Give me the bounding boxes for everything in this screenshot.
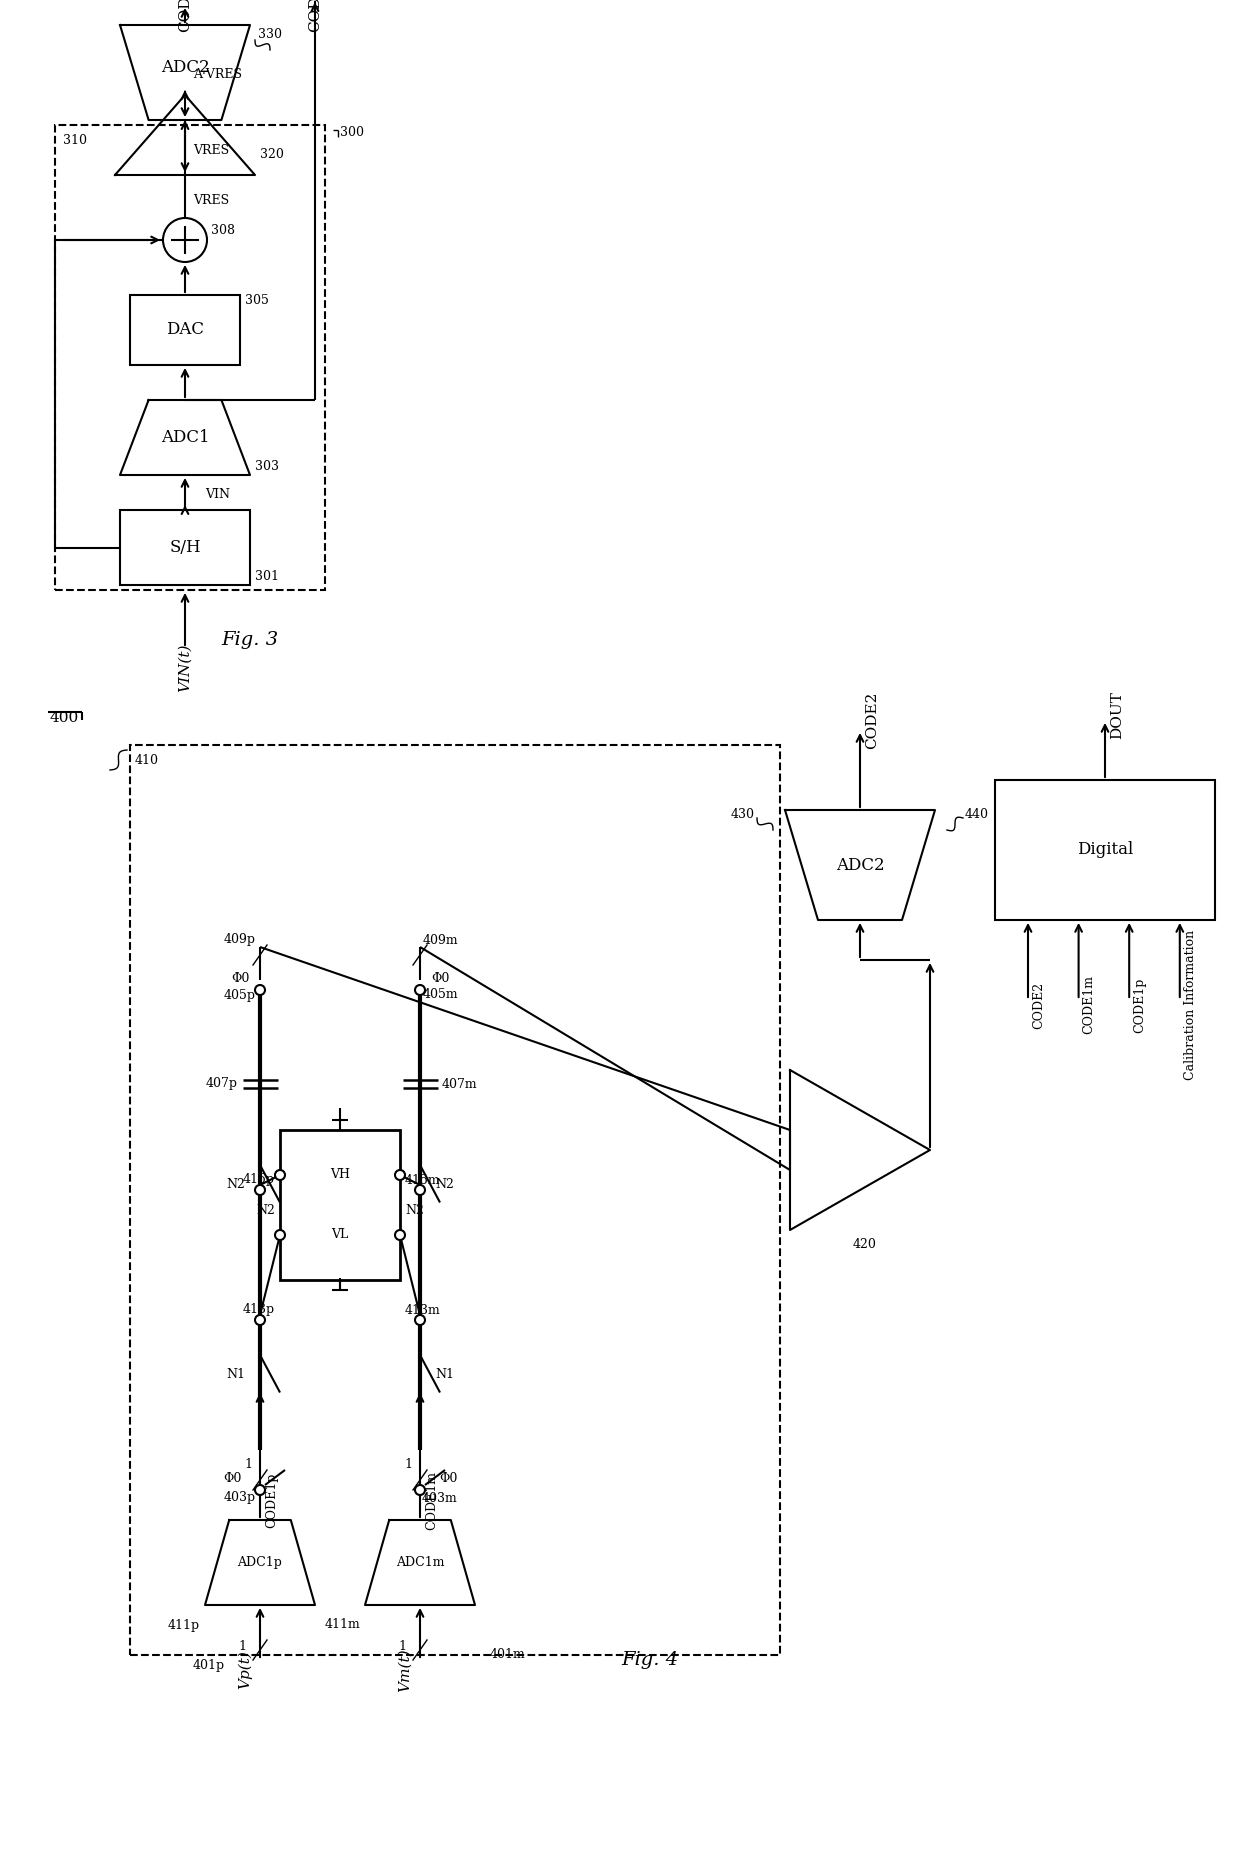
Text: Φ0: Φ0: [439, 1471, 458, 1484]
Bar: [994, 780, 1215, 919]
Circle shape: [255, 1185, 265, 1196]
Text: A·VRES: A·VRES: [193, 69, 242, 82]
Text: 415m: 415m: [405, 1174, 440, 1187]
Text: 410: 410: [135, 754, 159, 767]
Text: VRES: VRES: [193, 193, 229, 206]
Text: N1: N1: [435, 1369, 454, 1382]
Bar: [120, 511, 250, 585]
Circle shape: [255, 1315, 265, 1326]
Text: CODE2: CODE2: [179, 0, 192, 32]
Text: 409m: 409m: [422, 934, 458, 947]
Text: CODE1p: CODE1p: [265, 1473, 278, 1528]
Text: 300: 300: [340, 126, 365, 139]
Text: Vm(t): Vm(t): [398, 1649, 412, 1692]
Text: VIN(t): VIN(t): [179, 644, 192, 693]
Text: 405m: 405m: [422, 988, 458, 1001]
Text: CODE2: CODE2: [866, 691, 879, 748]
Text: DAC: DAC: [166, 321, 205, 338]
Text: Calibration Information: Calibration Information: [1184, 930, 1197, 1081]
Text: 420: 420: [853, 1239, 877, 1252]
Circle shape: [275, 1229, 285, 1240]
Text: CODE1m: CODE1m: [425, 1471, 438, 1530]
Text: 320: 320: [260, 149, 284, 162]
Text: ADC1m: ADC1m: [396, 1556, 444, 1569]
Text: 1: 1: [404, 1458, 412, 1471]
Text: N2: N2: [405, 1203, 424, 1216]
Circle shape: [162, 217, 207, 262]
Text: 413p: 413p: [243, 1304, 275, 1317]
Text: 1: 1: [244, 1458, 252, 1471]
Text: 308: 308: [211, 223, 236, 236]
Text: 330: 330: [258, 28, 281, 41]
Bar: [130, 295, 241, 366]
Circle shape: [396, 1229, 405, 1240]
Text: 401p: 401p: [193, 1658, 224, 1671]
Text: Vp(t): Vp(t): [238, 1651, 252, 1690]
Text: 310: 310: [63, 134, 87, 147]
Text: Φ0: Φ0: [223, 1471, 242, 1484]
Text: ADC2: ADC2: [836, 856, 884, 873]
Text: N2: N2: [435, 1179, 454, 1192]
Text: ADC1: ADC1: [161, 429, 210, 446]
Circle shape: [255, 984, 265, 995]
Text: 405p: 405p: [224, 988, 255, 1001]
Text: 407p: 407p: [206, 1077, 238, 1090]
Text: 430: 430: [732, 808, 755, 821]
Text: 409p: 409p: [224, 934, 255, 947]
Text: 1: 1: [238, 1640, 246, 1653]
Text: CODE1: CODE1: [308, 0, 322, 32]
Text: N1: N1: [226, 1369, 246, 1382]
Text: Φ0: Φ0: [430, 971, 449, 984]
Circle shape: [415, 1185, 425, 1196]
Text: 403p: 403p: [224, 1491, 257, 1504]
Text: 403m: 403m: [422, 1491, 458, 1504]
Text: CODE2: CODE2: [1032, 982, 1045, 1029]
Text: 415p: 415p: [243, 1174, 275, 1187]
Bar: [280, 1131, 401, 1279]
Text: VH: VH: [330, 1168, 350, 1181]
Text: 413m: 413m: [405, 1304, 440, 1317]
Text: VIN: VIN: [205, 488, 229, 501]
Circle shape: [415, 1315, 425, 1326]
Text: CODE1p: CODE1p: [1133, 977, 1146, 1032]
Text: S/H: S/H: [169, 539, 201, 555]
Circle shape: [275, 1170, 285, 1179]
Text: Digital: Digital: [1076, 841, 1133, 858]
Text: Φ0: Φ0: [231, 971, 249, 984]
Circle shape: [396, 1170, 405, 1179]
Text: N2: N2: [226, 1179, 246, 1192]
Text: DOUT: DOUT: [1110, 691, 1123, 739]
Text: VRES: VRES: [193, 143, 229, 156]
Text: Fig. 4: Fig. 4: [621, 1651, 678, 1669]
Text: 1: 1: [398, 1640, 405, 1653]
Bar: [55, 124, 325, 591]
Text: ADC2: ADC2: [161, 59, 210, 76]
Text: 400: 400: [50, 711, 79, 724]
Circle shape: [255, 1486, 265, 1495]
Text: 411p: 411p: [167, 1619, 200, 1632]
Bar: [130, 745, 780, 1655]
Text: 303: 303: [255, 461, 279, 474]
Circle shape: [415, 984, 425, 995]
Text: 440: 440: [965, 808, 990, 821]
Text: N2: N2: [257, 1203, 275, 1216]
Circle shape: [415, 1486, 425, 1495]
Text: VL: VL: [331, 1229, 348, 1242]
Text: 301: 301: [255, 570, 279, 583]
Text: CODE1m: CODE1m: [1083, 975, 1096, 1034]
Text: Fig. 3: Fig. 3: [222, 631, 279, 648]
Text: 407m: 407m: [441, 1077, 477, 1090]
Text: 411m: 411m: [324, 1619, 360, 1632]
Text: ADC1p: ADC1p: [238, 1556, 283, 1569]
Text: 305: 305: [246, 293, 269, 306]
Text: 401m: 401m: [490, 1649, 526, 1662]
